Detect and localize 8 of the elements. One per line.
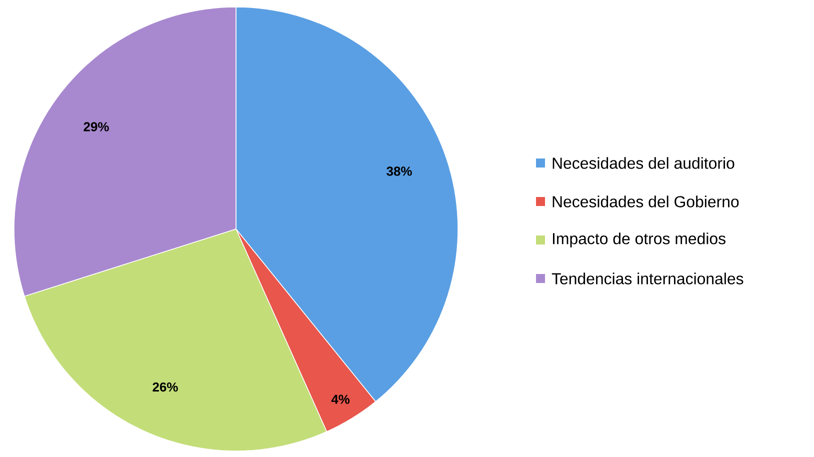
legend-label: Tendencias internacionales [552,272,744,284]
legend-label: Necesidades del Gobierno [552,196,739,208]
data-label: 26% [152,382,178,392]
data-label: 38% [386,166,412,176]
data-label: 29% [84,122,109,132]
legend-label: Impacto de otros medios [553,232,726,248]
data-label: 4% [331,394,350,404]
legend-label: Necesidades del auditorio [552,157,734,169]
